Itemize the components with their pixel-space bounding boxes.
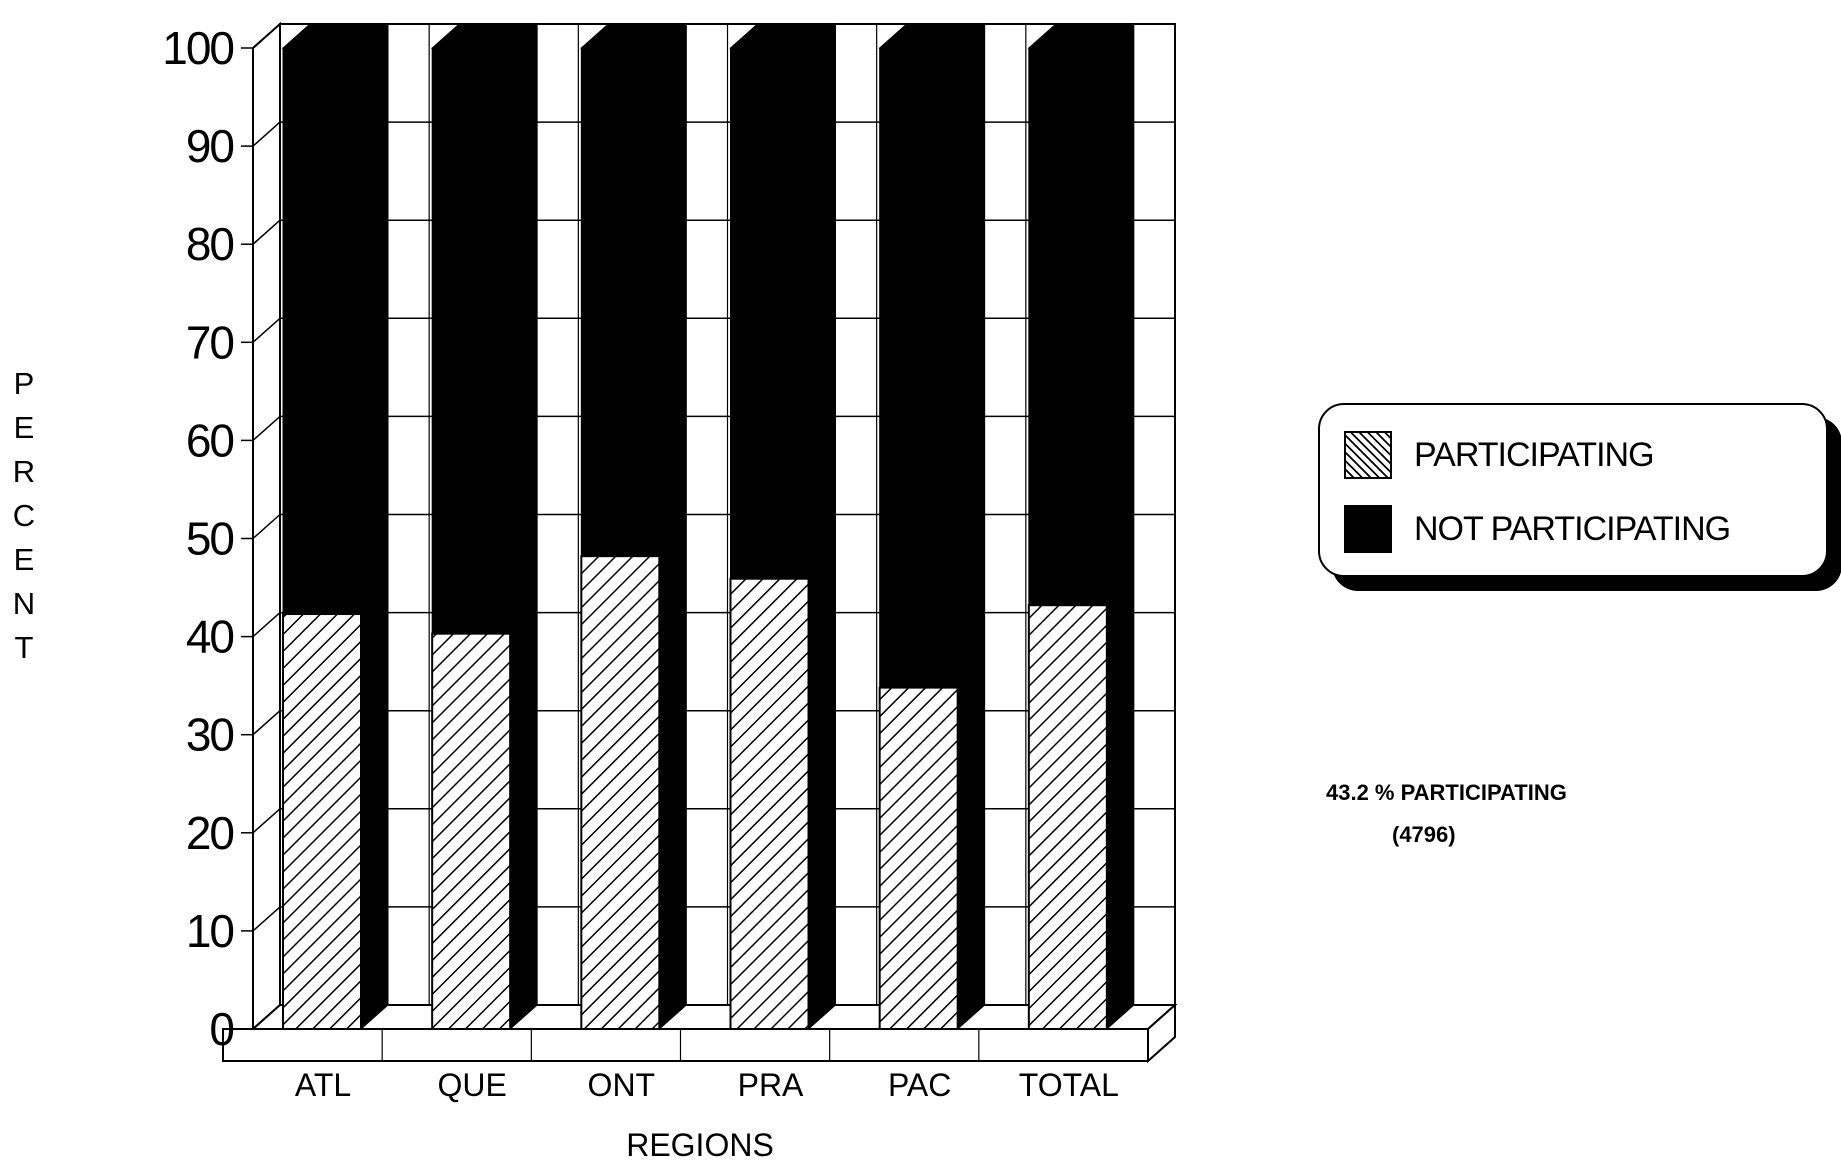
legend-item-not-participating: NOT PARTICIPATING: [1344, 505, 1731, 553]
x-category-label: PRA: [738, 1067, 804, 1103]
gridline: [252, 906, 281, 932]
plot-frame: [222, 21, 1178, 1064]
bar-not-participating-pra: [730, 47, 809, 580]
summary-percent: 43.2 % PARTICIPATING: [1326, 780, 1567, 805]
bar-participating-ont: [580, 555, 661, 1031]
y-tick-label: 40: [186, 611, 234, 663]
gridline: [252, 513, 281, 540]
gridline: [252, 23, 281, 49]
base-slab-side: [1147, 1002, 1176, 1064]
bar-participating-atl: [282, 613, 362, 1030]
bar-side-ont: [658, 22, 687, 1031]
y-tick-label: 60: [186, 414, 234, 466]
hatched-swatch-icon: [1344, 431, 1392, 479]
y-axis-label-letter: R: [13, 454, 35, 489]
y-axis-label-letter: T: [15, 630, 34, 665]
base-slab: [222, 1028, 1149, 1062]
summary-count: (4796): [1392, 822, 1456, 847]
x-axis-label: REGIONS: [626, 1127, 774, 1162]
x-category-label: ONT: [588, 1067, 656, 1103]
bar-participating-pac: [878, 686, 959, 1030]
gridline: [252, 808, 281, 834]
legend-label-participating: PARTICIPATING: [1414, 435, 1655, 474]
y-tick-label: 0: [209, 1003, 233, 1055]
bar-side-total: [1106, 22, 1135, 1031]
bar-not-participating-pac: [879, 47, 959, 689]
legend: PARTICIPATING NOT PARTICIPATING: [1318, 403, 1828, 577]
bar-side-pac: [957, 22, 986, 1031]
y-tick-labels: 0 10 20 30 40 50 60 70 80 90 100: [162, 22, 235, 1055]
x-category-labels: ATL QUE ONT PRA PAC TOTAL: [295, 1067, 1119, 1103]
y-tick-label: 70: [186, 316, 234, 368]
y-tick-label: 30: [186, 709, 234, 761]
bar-participating-que: [431, 632, 512, 1030]
bar-side-atl: [360, 22, 389, 1031]
y-tick-label: 100: [162, 22, 233, 74]
bar-not-participating-que: [431, 47, 511, 635]
gridline: [252, 219, 281, 245]
solid-swatch-icon: [1344, 505, 1392, 553]
x-category-label: QUE: [437, 1067, 506, 1103]
gridline: [252, 612, 281, 638]
bar-not-participating-atl: [282, 47, 362, 615]
bar-side-que: [509, 22, 538, 1031]
bar-not-participating-ont: [580, 47, 660, 557]
y-tick-label: 80: [186, 218, 234, 270]
x-category-label: TOTAL: [1019, 1067, 1119, 1103]
y-axis-label-letter: P: [14, 366, 35, 401]
gridline: [252, 121, 281, 147]
y-axis-label-letter: E: [14, 542, 35, 577]
y-axis-label-letter: C: [13, 498, 35, 533]
legend-label-not-participating: NOT PARTICIPATING: [1414, 509, 1731, 548]
y-axis-label-letter: E: [14, 410, 35, 445]
bar-not-participating-total: [1028, 47, 1108, 606]
legend-item-participating: PARTICIPATING: [1344, 431, 1655, 479]
bar-participating-pra: [729, 577, 810, 1030]
y-axis-label-letter: N: [13, 586, 35, 621]
x-category-label: ATL: [295, 1067, 351, 1103]
y-tick-label: 90: [186, 120, 234, 172]
y-tick-label: 50: [186, 513, 234, 565]
gridline: [252, 415, 281, 441]
x-category-label: PAC: [888, 1067, 951, 1103]
y-tick-label: 20: [186, 807, 234, 859]
participation-summary: 43.2 % PARTICIPATING (4796): [1326, 780, 1567, 848]
y-tick-label: 10: [186, 905, 234, 957]
bar-side-pra: [808, 22, 836, 1031]
gridline: [252, 317, 281, 343]
bars-layer: [281, 22, 1136, 1031]
bar-participating-total: [1027, 604, 1108, 1030]
gridline: [252, 710, 281, 736]
